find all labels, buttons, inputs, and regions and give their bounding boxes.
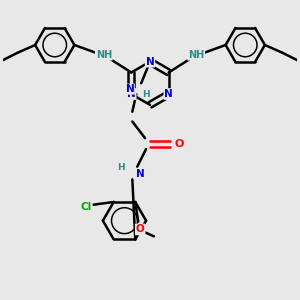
Text: N: N bbox=[136, 169, 145, 178]
Text: N: N bbox=[146, 57, 154, 67]
Text: H: H bbox=[117, 163, 124, 172]
Text: N: N bbox=[125, 84, 134, 94]
Text: N: N bbox=[127, 89, 136, 99]
Text: O: O bbox=[175, 139, 184, 149]
Text: NH: NH bbox=[188, 50, 204, 60]
Text: H: H bbox=[142, 90, 150, 99]
Text: Cl: Cl bbox=[81, 202, 92, 212]
Text: O: O bbox=[136, 224, 145, 234]
Text: NH: NH bbox=[96, 50, 112, 60]
Text: N: N bbox=[164, 89, 173, 99]
